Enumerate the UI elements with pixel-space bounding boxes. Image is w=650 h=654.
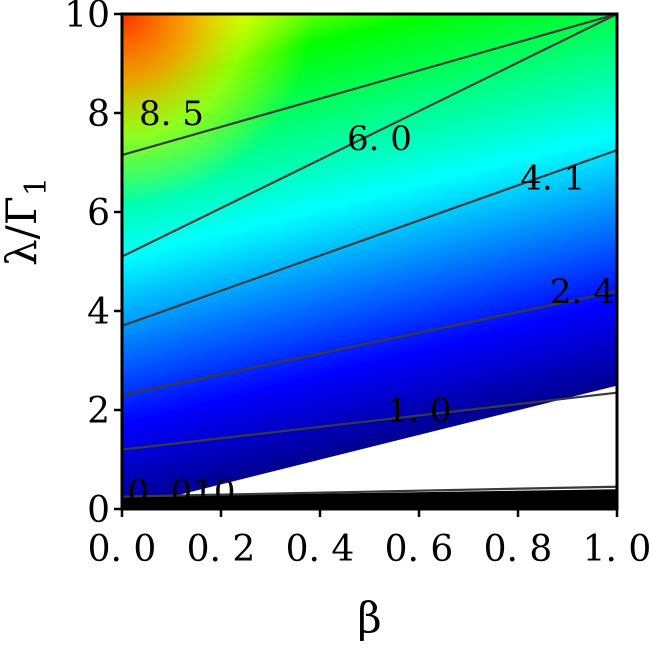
y-tick-label: 10 [64,0,110,36]
contour-line-0 [122,485,617,498]
contour-label-3: 4. 1 [520,158,585,198]
contour-line-5 [122,14,617,157]
y-tick-label: 8 [87,94,110,135]
contour-line-3 [122,149,617,327]
x-axis-title: β [357,593,381,642]
y-axis-title-subscript: 1 [19,177,54,196]
contour-label-2: 2. 4 [550,272,615,312]
low-value-region [122,489,617,509]
x-tick-label: 1. 0 [583,529,650,570]
y-tick-label: 0 [87,490,110,531]
contour-line-4 [122,14,617,258]
contour-line-1 [122,391,617,451]
y-axis-title: λ/Γ1 [0,177,54,266]
x-tick-label: 0. 0 [88,529,157,570]
heatmap-hot-corner [122,14,617,509]
contour-label-5: 8. 5 [139,94,204,134]
plot-frame [120,12,619,511]
x-tick-label: 0. 8 [484,529,553,570]
x-tick-label: 0. 2 [187,529,256,570]
y-tick-label: 2 [87,391,110,432]
x-tick-label: 0. 4 [286,529,355,570]
contour-line-2 [122,290,617,397]
contour-label-0: 0. 010 [127,473,235,513]
y-axis-title-main: λ/Γ [0,196,46,266]
y-tick-label: 6 [87,193,110,234]
x-tick-label: 0. 6 [385,529,454,570]
y-tick-label: 4 [87,292,110,333]
contour-label-4: 6. 0 [347,119,412,159]
contour-label-1: 1. 0 [387,391,452,431]
